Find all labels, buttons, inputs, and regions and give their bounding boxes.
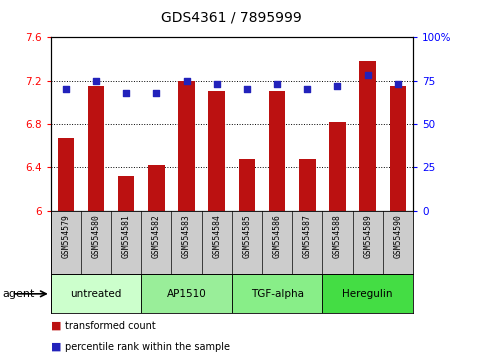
Point [334, 83, 341, 88]
Text: GSM554583: GSM554583 [182, 214, 191, 258]
Text: ■: ■ [51, 342, 61, 352]
Bar [329, 122, 346, 211]
Point [183, 78, 190, 83]
Bar [299, 159, 315, 211]
Bar [209, 91, 225, 211]
Bar [142, 274, 232, 313]
Text: TGF-alpha: TGF-alpha [251, 289, 304, 299]
Text: percentile rank within the sample: percentile rank within the sample [65, 342, 230, 352]
Text: GSM554582: GSM554582 [152, 214, 161, 258]
Bar [118, 176, 134, 211]
Point [213, 81, 221, 87]
Point [122, 90, 130, 96]
Text: GSM554581: GSM554581 [122, 214, 131, 258]
Point [364, 73, 371, 78]
Text: GSM554580: GSM554580 [91, 214, 100, 258]
Text: GSM554590: GSM554590 [393, 214, 402, 258]
Bar [390, 86, 406, 211]
Bar [178, 80, 195, 211]
Point [92, 78, 100, 83]
Text: GSM554584: GSM554584 [212, 214, 221, 258]
Point [62, 86, 70, 92]
Bar [51, 274, 142, 313]
Text: GSM554579: GSM554579 [61, 214, 71, 258]
Bar [148, 165, 165, 211]
Text: Heregulin: Heregulin [342, 289, 393, 299]
Bar [57, 138, 74, 211]
Point [243, 86, 251, 92]
Point [273, 81, 281, 87]
Text: GSM554586: GSM554586 [272, 214, 282, 258]
Bar [323, 274, 413, 313]
Text: GSM554588: GSM554588 [333, 214, 342, 258]
Text: transformed count: transformed count [65, 321, 156, 331]
Text: GSM554589: GSM554589 [363, 214, 372, 258]
Text: ■: ■ [51, 321, 61, 331]
Point [153, 90, 160, 96]
Text: AP1510: AP1510 [167, 289, 206, 299]
Text: GSM554585: GSM554585 [242, 214, 252, 258]
Text: untreated: untreated [71, 289, 122, 299]
Point [394, 81, 402, 87]
Bar [232, 274, 323, 313]
Bar [88, 86, 104, 211]
Bar [239, 159, 255, 211]
Text: agent: agent [2, 289, 35, 299]
Bar [359, 61, 376, 211]
Bar [269, 91, 285, 211]
Point [303, 86, 311, 92]
Text: GDS4361 / 7895999: GDS4361 / 7895999 [161, 11, 302, 25]
Text: GSM554587: GSM554587 [303, 214, 312, 258]
